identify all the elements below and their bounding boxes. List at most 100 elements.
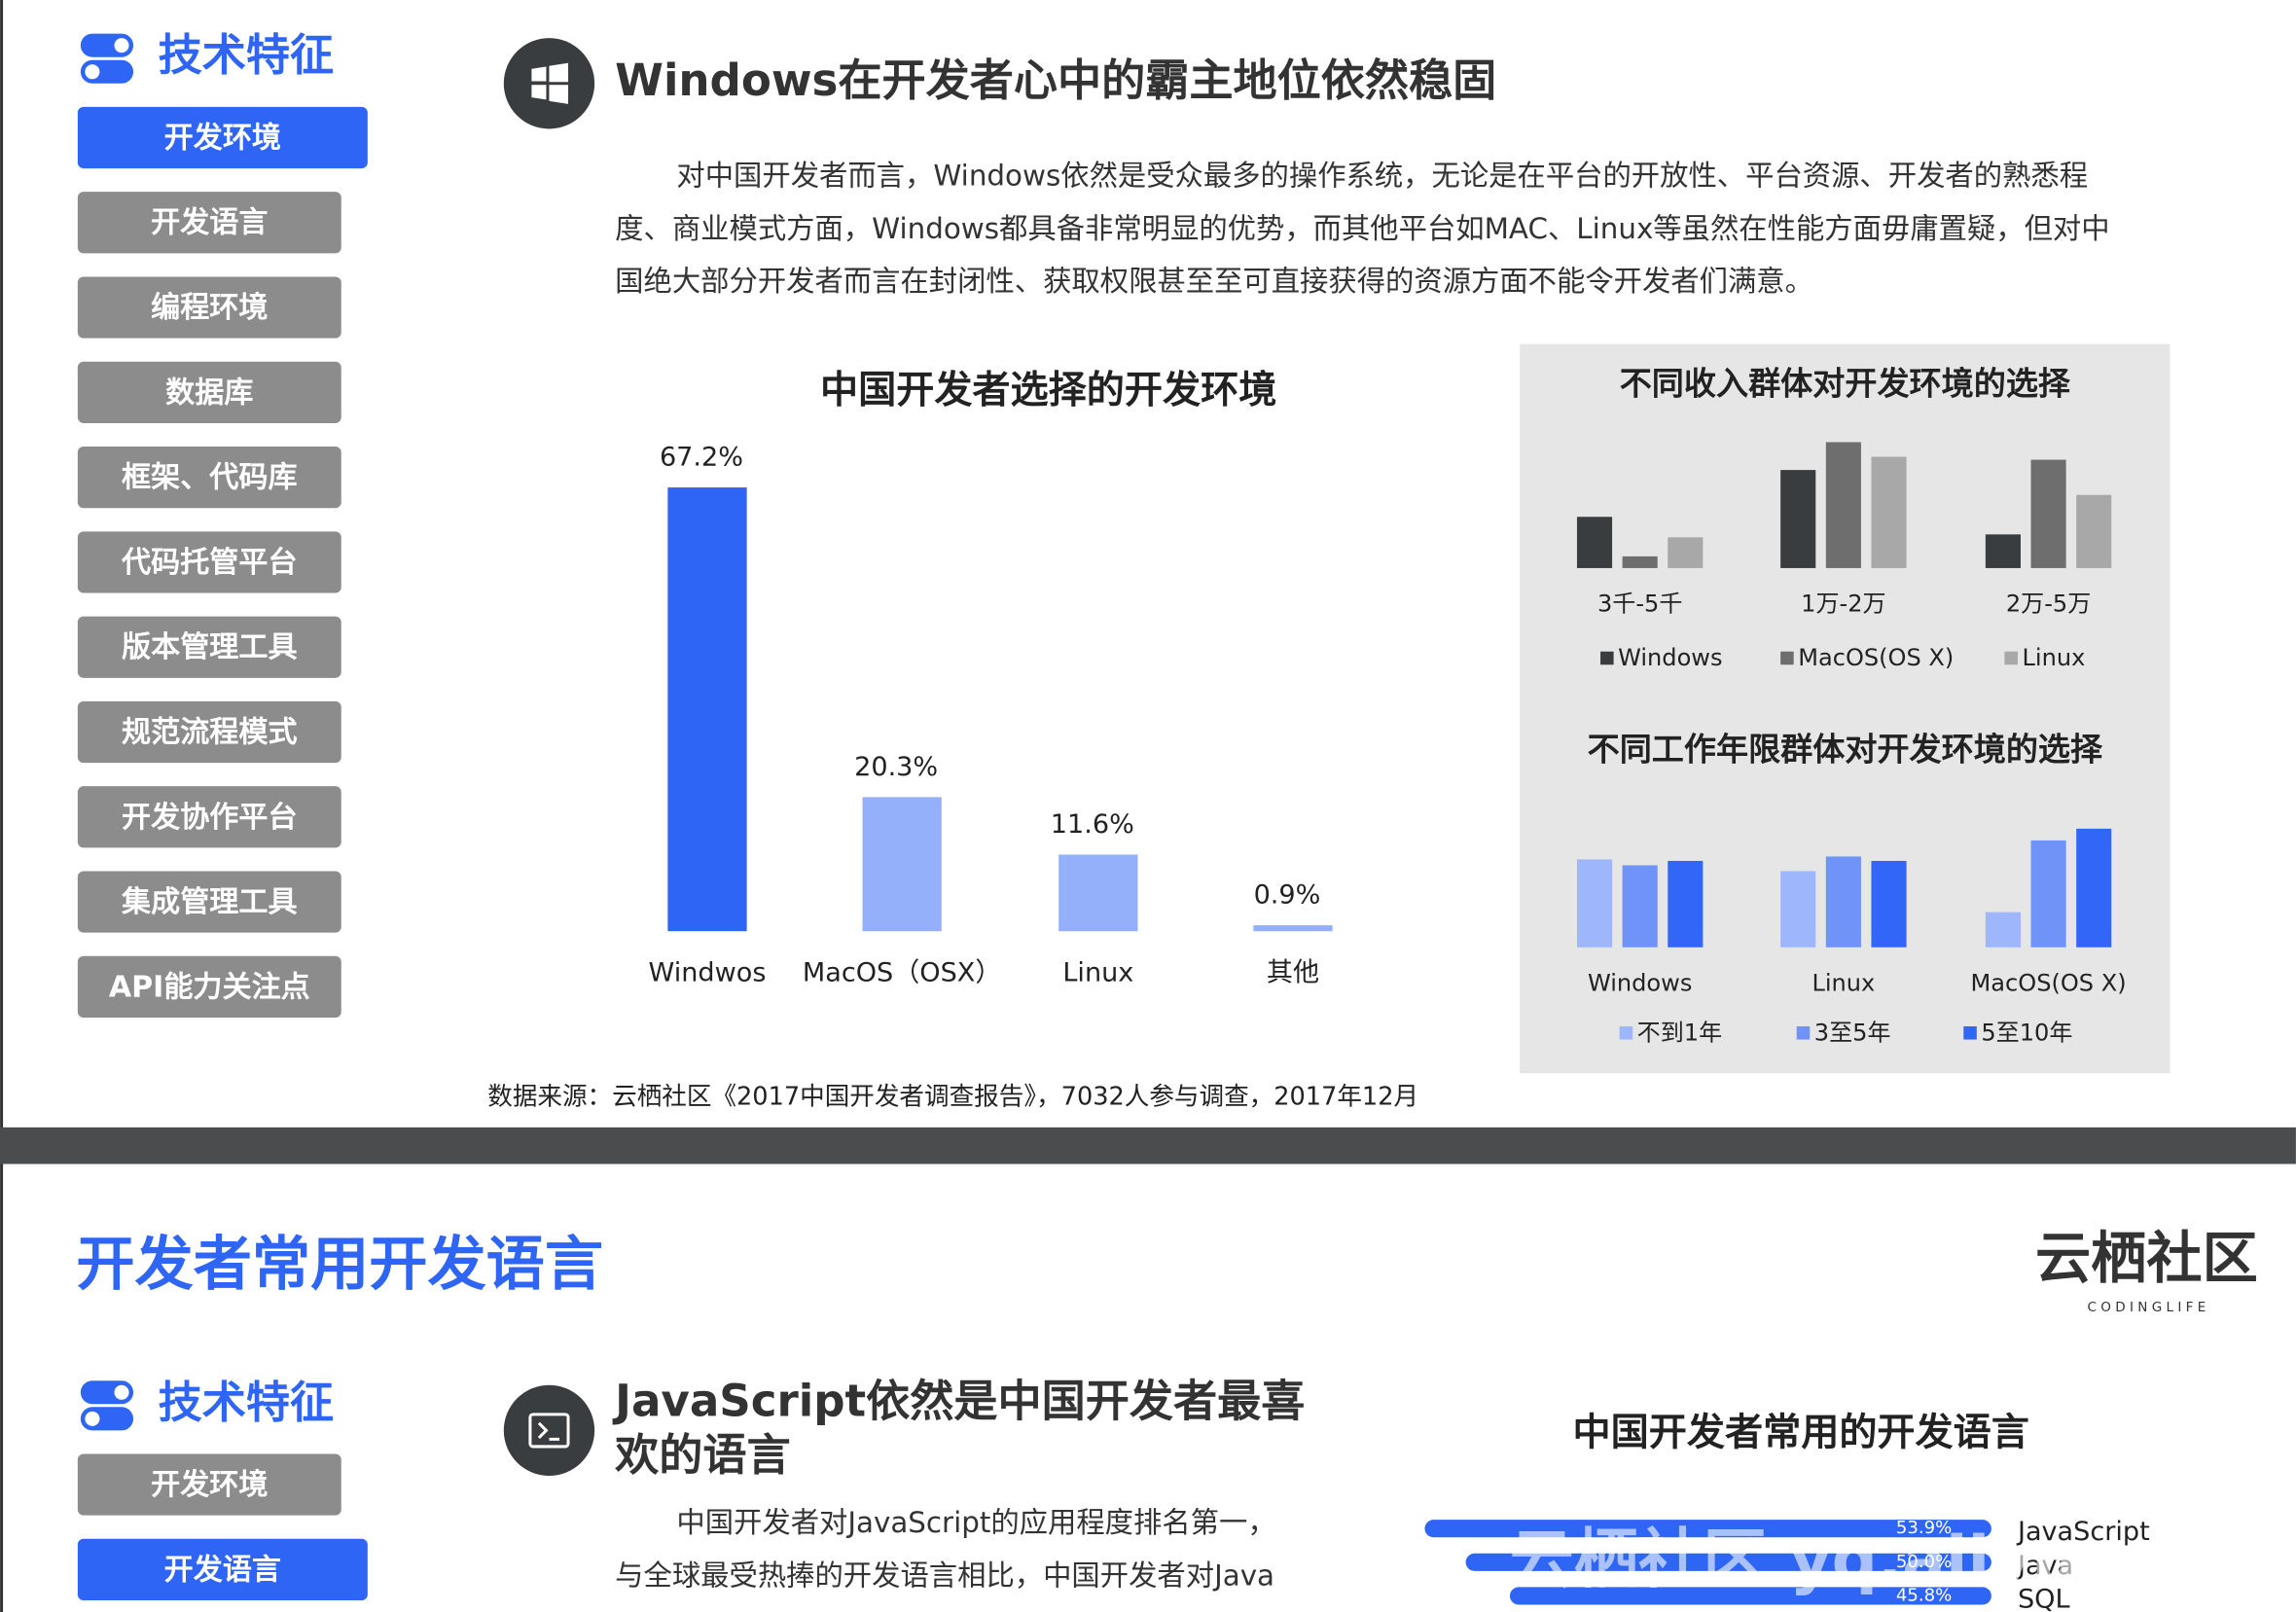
bar	[1509, 1587, 1991, 1605]
nav-label[interactable]: 开发协作平台	[122, 801, 297, 835]
nav-button[interactable]	[77, 276, 341, 339]
paragraph-line: 中国开发者对JavaScript的应用程度排名第一，	[676, 1506, 1275, 1539]
category-label: Java	[2016, 1551, 2073, 1581]
category-label: Linux	[1812, 969, 1875, 996]
category-label: 2万-5万	[2006, 591, 2091, 618]
nav-button[interactable]	[77, 531, 341, 593]
nav-button[interactable]	[77, 1538, 368, 1600]
category-label: 其他	[1267, 957, 1319, 987]
legend-swatch	[1600, 651, 1614, 665]
legend-swatch	[1963, 1026, 1977, 1040]
chart-title: 不同收入群体对开发环境的选择	[1620, 364, 2071, 402]
legend-swatch	[2004, 651, 2018, 665]
content: 技术特征开发环境开发语言编程环境数据库框架、代码库代码托管平台版本管理工具规范流…	[76, 29, 2296, 1612]
legend-label: Linux	[2022, 644, 2085, 671]
paragraph-line: 与全球最受热捧的开发语言相比，中国开发者对Java	[615, 1558, 1274, 1592]
nav-button[interactable]	[77, 616, 341, 678]
bar	[1871, 456, 1907, 568]
nav-label[interactable]: 开发环境	[164, 121, 281, 155]
bar	[1622, 555, 1658, 568]
bar	[1576, 517, 1613, 568]
logo: 云栖社区	[2035, 1227, 2258, 1291]
bar	[2030, 840, 2066, 948]
value-label: 67.2%	[660, 442, 743, 472]
bar	[1622, 865, 1658, 948]
paragraph-line: 度、商业模式方面，Windows都具备非常明显的优势，而其他平台如MAC、Lin…	[615, 212, 2109, 245]
paragraph-line: 国绝大部分开发者而言在封闭性、获取权限甚至至可直接获得的资源方面不能令开发者们满…	[615, 265, 1813, 298]
bar	[1825, 442, 1861, 568]
nav-button[interactable]	[77, 106, 368, 169]
nav-label[interactable]: 开发语言	[151, 206, 268, 240]
sidebar-title: 技术特征	[159, 1377, 335, 1428]
bar	[862, 797, 942, 932]
bar	[1668, 860, 1704, 948]
bar	[667, 487, 747, 932]
bar	[1253, 925, 1333, 932]
bar	[1058, 854, 1138, 932]
nav-button[interactable]	[77, 192, 341, 254]
chart-title: 中国开发者常用的开发语言	[1573, 1411, 2029, 1454]
legend-swatch	[1796, 1026, 1811, 1040]
category-label: Linux	[1062, 957, 1133, 987]
page-title: 开发者常用开发语言	[76, 1231, 603, 1299]
nav-button[interactable]	[77, 1453, 341, 1516]
value-label: 53.9%	[1896, 1518, 1952, 1538]
legend-swatch	[1780, 651, 1794, 665]
heading-line: 欢的语言	[614, 1429, 791, 1481]
bar	[1424, 1520, 1991, 1538]
bar	[1668, 537, 1704, 568]
nav-button[interactable]	[77, 786, 341, 848]
nav-label[interactable]: 开发环境	[151, 1468, 268, 1502]
value-label: 45.8%	[1896, 1585, 1952, 1605]
nav-button[interactable]	[77, 361, 341, 423]
toggle-knob	[114, 1384, 129, 1400]
bar	[1780, 470, 1816, 568]
windows-icon	[503, 38, 595, 129]
nav-button[interactable]	[77, 447, 341, 509]
category-label: SQL	[2018, 1584, 2070, 1612]
category-label: MacOS(OS X)	[1971, 969, 2127, 996]
nav-label[interactable]: 代码托管平台	[121, 546, 297, 580]
bar	[1825, 856, 1861, 948]
legend-label: Windows	[1618, 644, 1722, 671]
heading: Windows在开发者心中的霸主地位依然稳固	[615, 54, 1496, 106]
category-label: Windwos	[649, 957, 767, 987]
category-label: Windows	[1588, 969, 1692, 996]
value-label: 0.9%	[1254, 879, 1321, 910]
watermark: 云栖社区 yq.aliyun.com	[1510, 1522, 2296, 1596]
value-label: 20.3%	[854, 752, 938, 782]
bar	[2076, 828, 2112, 948]
nav-label[interactable]: 规范流程模式	[122, 716, 297, 750]
nav-label[interactable]: 数据库	[165, 376, 253, 410]
bar	[1465, 1553, 1991, 1571]
toggle-knob	[85, 1411, 100, 1426]
toggle-knob	[114, 38, 129, 54]
nav-label[interactable]: 编程环境	[151, 291, 268, 325]
bar	[2030, 459, 2066, 568]
heading-line: JavaScript依然是中国开发者最喜	[612, 1375, 1305, 1426]
paragraph-line: 对中国开发者而言，Windows依然是受众最多的操作系统，无论是在平台的开放性、…	[676, 160, 2088, 193]
logo-sub: C O D I N G L I F E	[2088, 1300, 2206, 1315]
bar	[1780, 871, 1816, 948]
legend-label: 5至10年	[1981, 1020, 2072, 1047]
legend-label: 不到1年	[1637, 1020, 1722, 1047]
bar	[1985, 912, 2021, 948]
source: 数据来源：云栖社区《2017中国开发者调查报告》，7032人参与调查，2017年…	[487, 1083, 1418, 1112]
nav-label[interactable]: 集成管理工具	[121, 885, 297, 919]
console-icon	[503, 1384, 595, 1477]
nav-label[interactable]: API能力关注点	[109, 970, 310, 1004]
nav-button[interactable]	[77, 955, 341, 1018]
nav-button[interactable]	[77, 700, 341, 764]
legend-label: MacOS(OS X)	[1798, 644, 1954, 671]
nav-label[interactable]: 版本管理工具	[122, 630, 297, 664]
nav-label[interactable]: 开发语言	[164, 1553, 281, 1587]
bar	[1985, 534, 2021, 568]
legend-label: 3至5年	[1814, 1020, 1891, 1047]
left-border	[0, 0, 4, 1612]
nav-label[interactable]: 框架、代码库	[122, 461, 297, 495]
sidebar-title: 技术特征	[159, 29, 335, 81]
nav-button[interactable]	[77, 871, 341, 933]
category-label: JavaScript	[2016, 1517, 2150, 1547]
page-separator	[0, 1127, 2296, 1164]
